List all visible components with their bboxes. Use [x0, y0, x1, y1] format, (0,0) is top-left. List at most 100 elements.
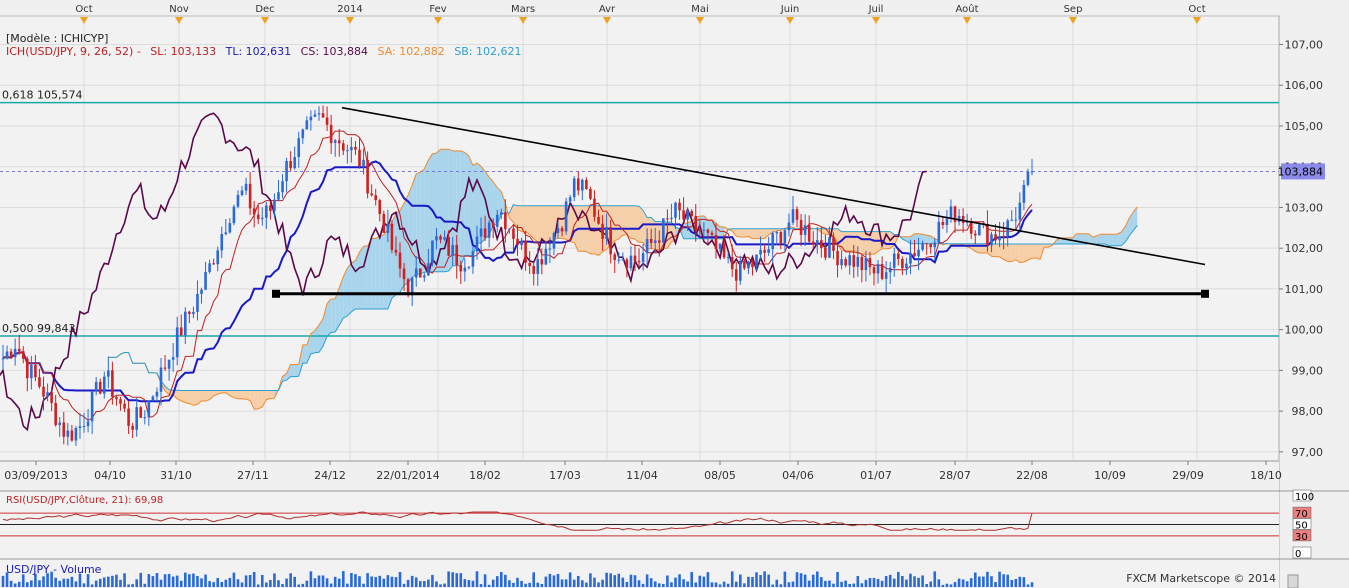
user-drawings[interactable]: [272, 106, 1209, 298]
candle-body: [5, 351, 9, 359]
kumo-segment: [452, 150, 457, 266]
candle: [329, 114, 333, 154]
candle-body: [548, 248, 552, 250]
candle-body: [70, 430, 74, 441]
volume-bar: [820, 577, 823, 587]
volume-bar: [747, 576, 750, 587]
volume-bar: [763, 571, 766, 587]
candle-body: [390, 223, 394, 250]
candle-body: [508, 228, 511, 230]
volume-bar: [192, 573, 195, 587]
kumo-segment: [509, 204, 514, 223]
volume-bar: [508, 580, 511, 587]
candle: [520, 237, 523, 250]
candle-body: [978, 224, 981, 236]
candle-body: [228, 223, 232, 233]
volume-bar: [848, 584, 851, 587]
volume-bar: [82, 583, 86, 587]
kumo-segment: [375, 236, 380, 310]
support-handle-left: [272, 289, 280, 298]
candle-body: [240, 190, 244, 195]
volume-bar: [807, 580, 811, 587]
kumo-segment: [371, 238, 376, 310]
candle-body: [921, 243, 924, 250]
volume-bar: [649, 578, 653, 587]
candle: [508, 228, 511, 234]
volume-bar: [921, 575, 924, 587]
date-label: 17/03: [549, 469, 581, 482]
candle: [929, 243, 933, 254]
volume-bar: [913, 576, 916, 587]
candle-body: [90, 391, 94, 422]
volume-bar: [670, 582, 673, 587]
candle: [151, 395, 155, 402]
volume-bar: [710, 582, 714, 587]
candle-body: [184, 311, 187, 336]
date-label: 24/12: [314, 469, 346, 482]
volume-bar: [1014, 579, 1018, 587]
volume-bar: [74, 581, 78, 587]
month-label: 2014: [337, 4, 362, 15]
indicator-name: ICH(USD/JPY, 9, 26, 52) -: [6, 45, 141, 58]
rsi-scale-box: [1292, 546, 1312, 559]
kumo-segment: [165, 385, 170, 395]
candle: [718, 243, 722, 253]
kumo-segment: [1092, 235, 1097, 245]
volume-bar: [167, 573, 171, 587]
candle: [747, 260, 750, 275]
candle-body: [427, 263, 430, 276]
volume-bar: [410, 575, 414, 587]
candle-body: [151, 396, 155, 401]
candle-body: [487, 222, 491, 238]
month-label: Fev: [429, 4, 446, 15]
y-tick-label: 100,00: [1285, 324, 1324, 337]
candle-body: [811, 241, 815, 245]
candle: [386, 209, 390, 242]
volume-bar: [836, 571, 839, 587]
volume-bar: [824, 580, 827, 587]
candle: [362, 148, 365, 175]
volume-bar: [637, 580, 641, 587]
candle-body: [200, 289, 203, 294]
candle: [763, 244, 766, 263]
rsi-label: RSI(USD/JPY,Clôture, 21): 69,98: [6, 494, 163, 506]
volume-bar: [224, 579, 228, 587]
volume-bar: [346, 583, 349, 587]
month-label: Sep: [1064, 4, 1083, 15]
kumo-segment: [1100, 234, 1105, 245]
candle: [1026, 168, 1030, 187]
candle-body: [289, 161, 292, 169]
volume-bar: [491, 579, 495, 587]
event-marker-icon: [963, 17, 971, 24]
candle: [605, 213, 608, 245]
kumo-segment: [331, 298, 336, 333]
sa-label: SA: 102,882: [378, 45, 445, 58]
kumo-segment: [760, 228, 765, 239]
volume-bar: [929, 581, 933, 587]
candle: [301, 128, 305, 144]
volume-bar: [941, 584, 945, 587]
kumo-segment: [869, 231, 875, 255]
kumo-segment: [1027, 244, 1032, 261]
candle: [973, 230, 977, 245]
candle-body: [905, 263, 908, 269]
candle: [196, 280, 199, 321]
candle-body: [868, 257, 872, 268]
candle: [499, 208, 503, 220]
volume-bar: [791, 581, 795, 587]
candle-body: [625, 259, 629, 269]
kumo-segment: [768, 228, 773, 235]
candle-body: [909, 253, 912, 264]
candle: [487, 220, 491, 248]
scroll-handle[interactable]: [1287, 574, 1299, 588]
volume-bar: [876, 578, 880, 587]
kumo-segment: [1019, 244, 1024, 263]
scrollbar[interactable]: [1287, 574, 1299, 588]
candle-body: [143, 417, 147, 419]
candle-body: [102, 376, 106, 394]
volume-bar: [220, 581, 224, 587]
date-label: 04/06: [782, 469, 814, 482]
candle-body: [973, 233, 977, 236]
volume-bar: [406, 579, 410, 587]
